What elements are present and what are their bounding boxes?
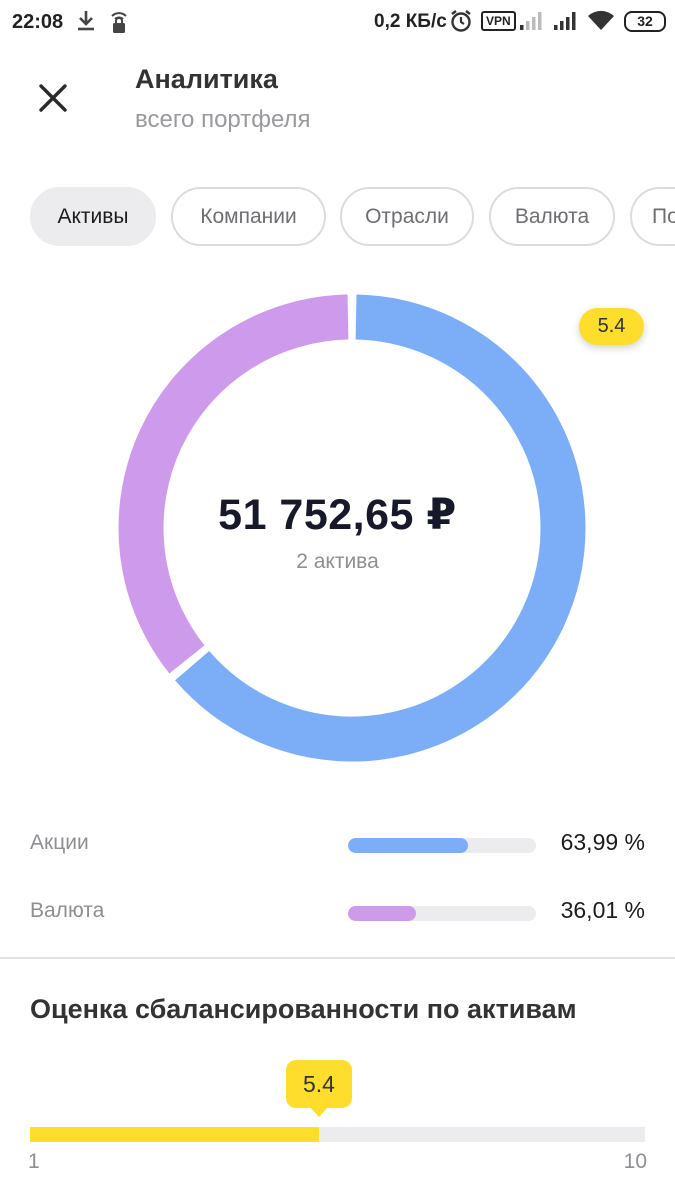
allocation-row-currency: Валюта 36,01 % [30, 891, 645, 931]
download-icon [74, 8, 98, 39]
lock-wifi-icon [108, 8, 130, 41]
allocation-donut: 51 752,65 ₽ 2 актива 5.4 [0, 280, 675, 780]
donut-chart [118, 294, 586, 762]
wifi-icon [587, 8, 615, 37]
asset-count: 2 актива [296, 550, 379, 573]
balance-section-title: Оценка сбалансированности по активам [30, 994, 577, 1024]
tab-assets[interactable]: Активы [30, 187, 156, 246]
section-divider [0, 957, 675, 959]
donut-segment-stocks[interactable] [175, 294, 586, 762]
alarm-icon [449, 8, 473, 39]
status-bar: 22:08 0,2 КБ/с VPN 32 [0, 0, 675, 46]
balance-scale-fill [30, 1127, 319, 1142]
close-icon [39, 84, 67, 112]
allocation-bar-fill [348, 906, 416, 921]
page-title: Аналитика [135, 64, 278, 94]
tab-companies[interactable]: Компании [171, 187, 326, 246]
donut-segment-currency[interactable] [118, 294, 349, 674]
network-speed: 0,2 КБ/с [374, 11, 447, 32]
balance-score-marker: 5.4 [286, 1060, 352, 1117]
allocation-value: 63,99 % [560, 829, 645, 855]
balance-score-badge[interactable]: 5.4 [579, 308, 644, 345]
allocation-row-stocks: Акции 63,99 % [30, 823, 645, 863]
allocation-bar [348, 906, 536, 921]
portfolio-total: 51 752,65 ₽ [218, 491, 457, 539]
scale-max-label: 10 [623, 1150, 647, 1173]
signal-icon [519, 8, 545, 37]
analytics-tabs: Активы Компании Отрасли Валюта По [30, 187, 675, 247]
vpn-badge: VPN [481, 11, 516, 31]
tab-more[interactable]: По [630, 187, 675, 246]
signal-icon [553, 8, 579, 37]
allocation-label: Акции [30, 831, 89, 854]
page-subtitle: всего портфеля [135, 106, 311, 133]
allocation-bar [348, 838, 536, 853]
scale-min-label: 1 [28, 1150, 40, 1173]
status-time: 22:08 [12, 11, 64, 33]
allocation-label: Валюта [30, 899, 105, 922]
allocation-bar-fill [348, 838, 469, 853]
balance-scale [30, 1127, 645, 1142]
allocation-value: 36,01 % [560, 897, 645, 923]
tab-sectors[interactable]: Отрасли [340, 187, 474, 246]
tab-currency[interactable]: Валюта [489, 187, 615, 246]
close-button[interactable] [30, 75, 76, 121]
battery-icon: 32 [624, 11, 666, 32]
